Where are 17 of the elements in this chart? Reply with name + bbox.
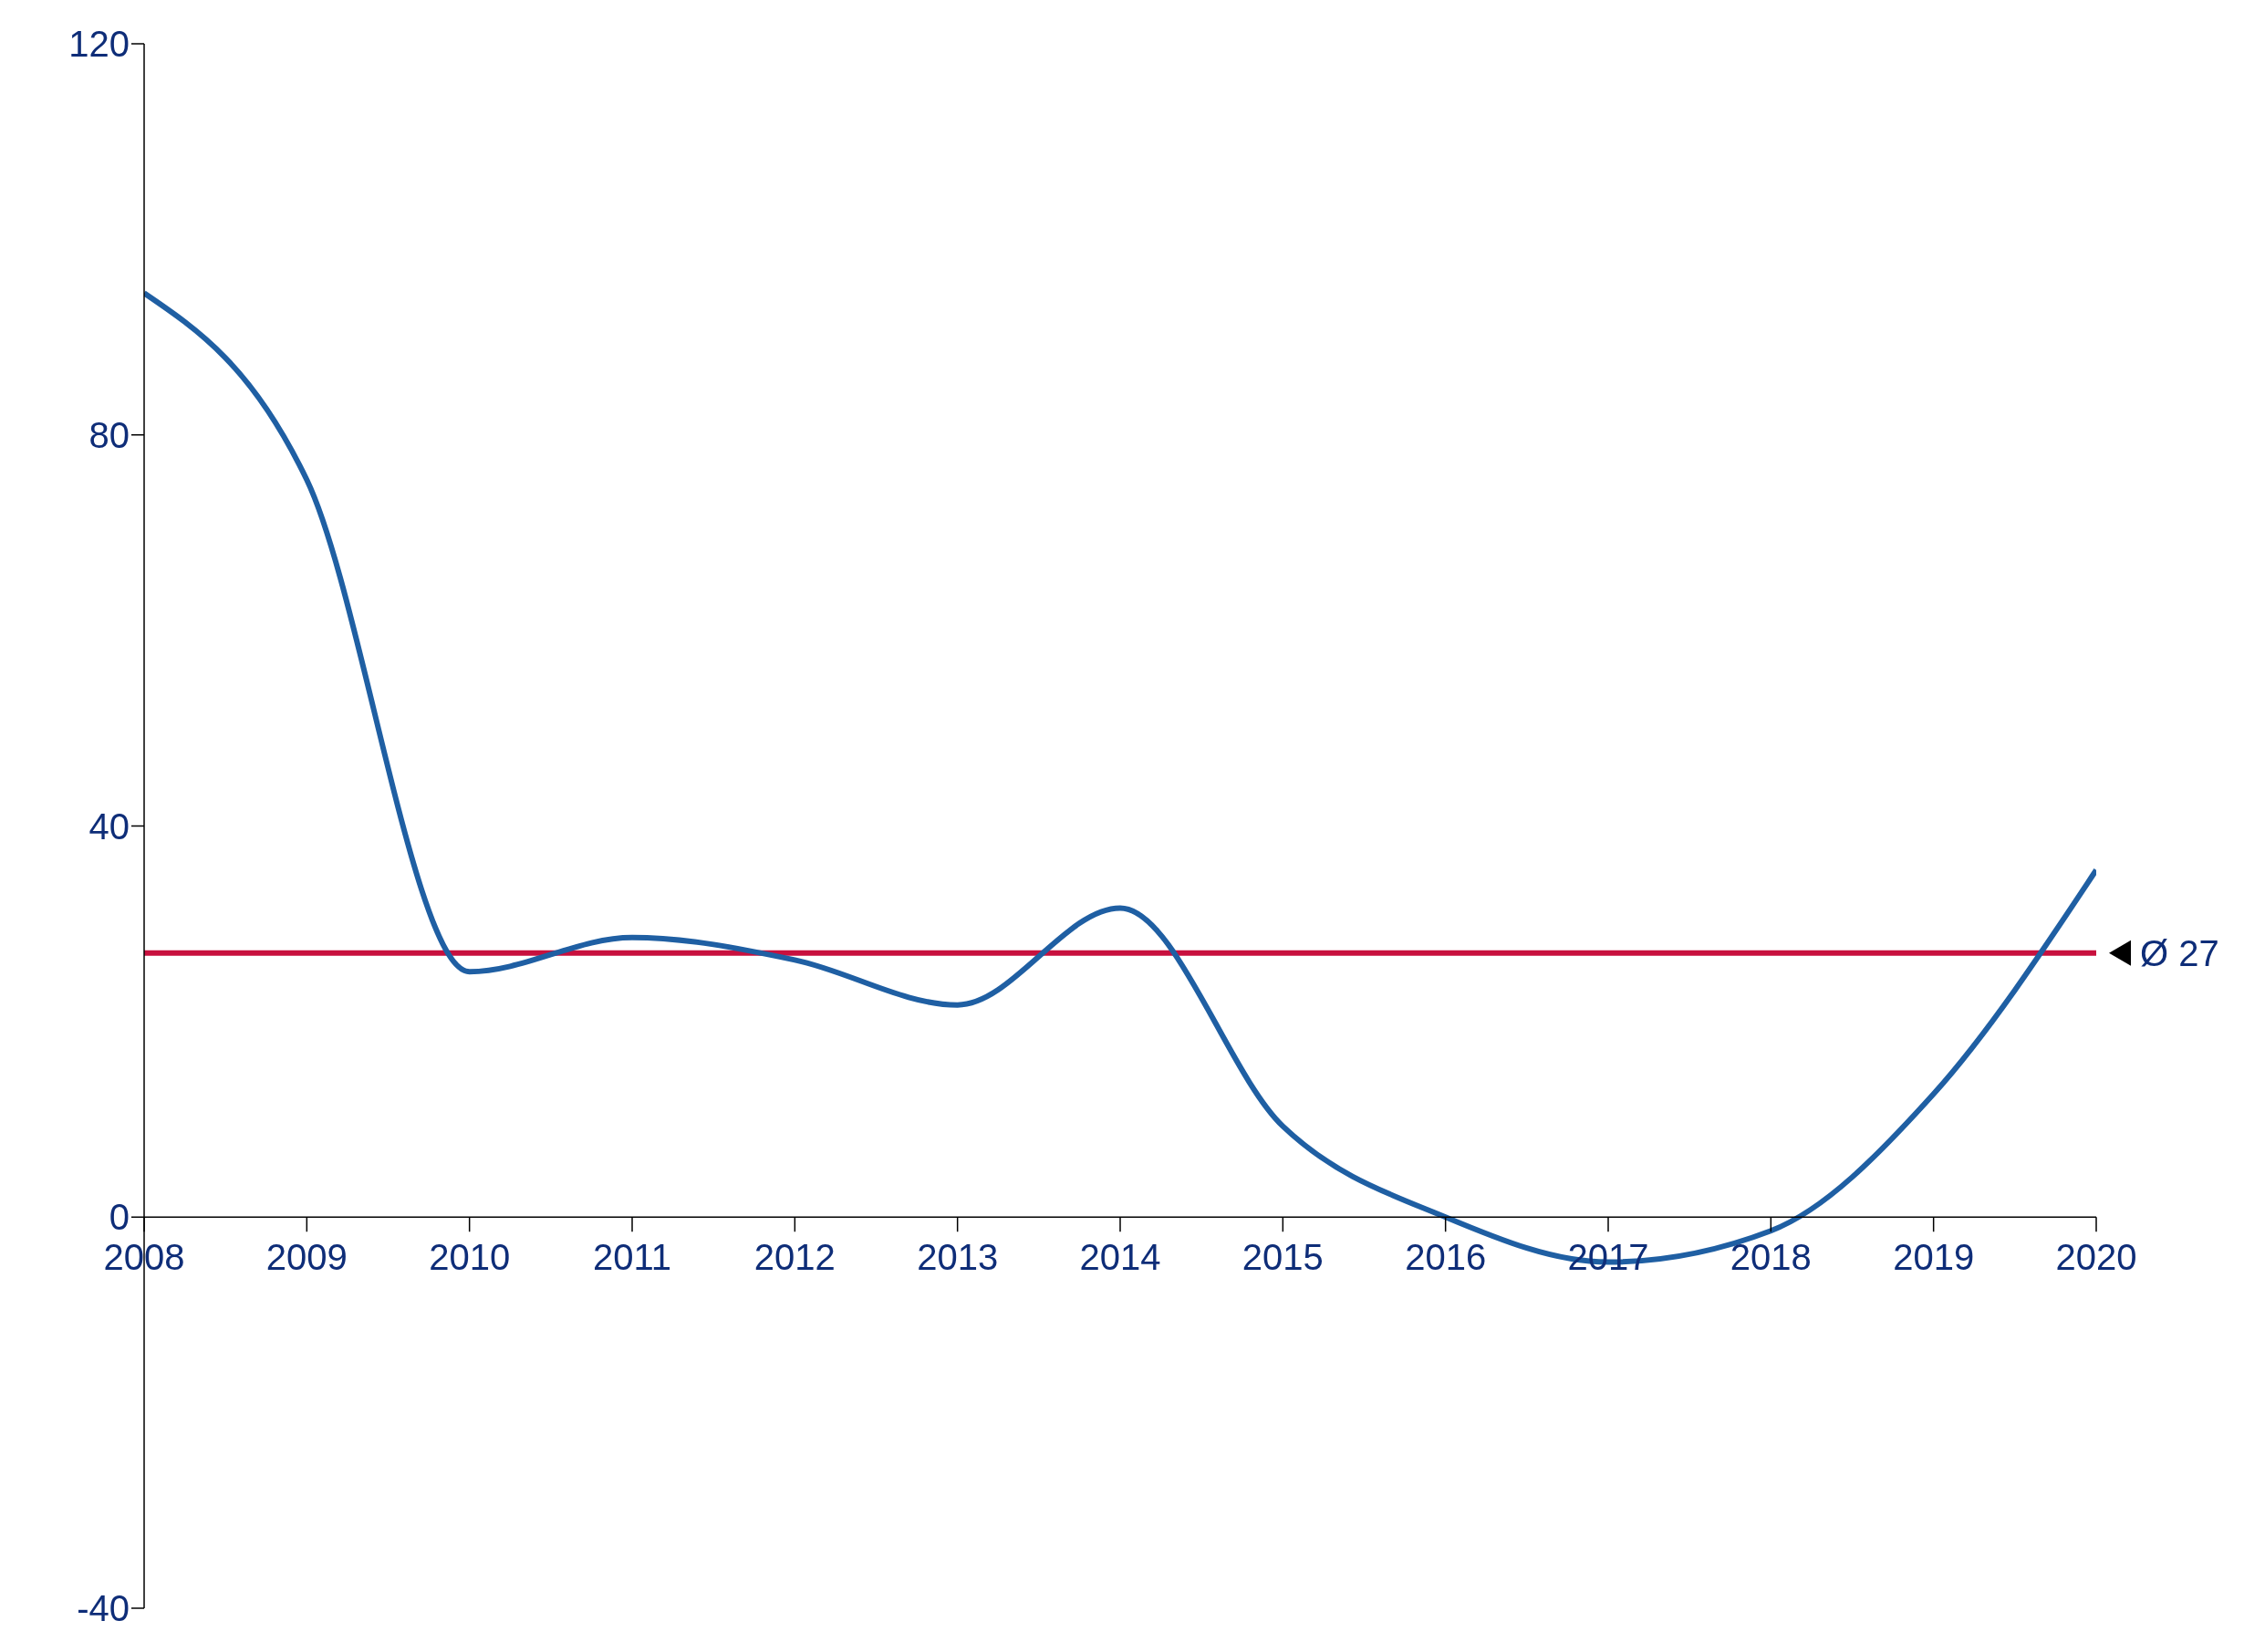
x-tick-label: 2016 — [1405, 1237, 1487, 1278]
x-tick-label: 2015 — [1241, 1237, 1324, 1278]
y-tick-label: -40 — [77, 1588, 130, 1629]
x-tick-label: 2013 — [917, 1237, 999, 1278]
y-tick-label: 40 — [88, 805, 130, 847]
x-tick-label: 2020 — [2055, 1237, 2137, 1278]
y-tick-label: 0 — [109, 1197, 130, 1238]
ref-line-label: Ø 27 — [2140, 932, 2219, 973]
y-tick-label: 120 — [68, 24, 130, 65]
x-tick-label: 2014 — [1079, 1237, 1161, 1278]
x-tick-label: 2018 — [1730, 1237, 1812, 1278]
x-tick-label: 2019 — [1893, 1237, 1975, 1278]
y-tick-label: 80 — [88, 414, 130, 455]
x-tick-label: 2010 — [429, 1237, 511, 1278]
x-tick-label: 2011 — [592, 1237, 672, 1278]
x-tick-label: 2012 — [753, 1237, 836, 1278]
x-tick-label: 2009 — [265, 1237, 348, 1278]
